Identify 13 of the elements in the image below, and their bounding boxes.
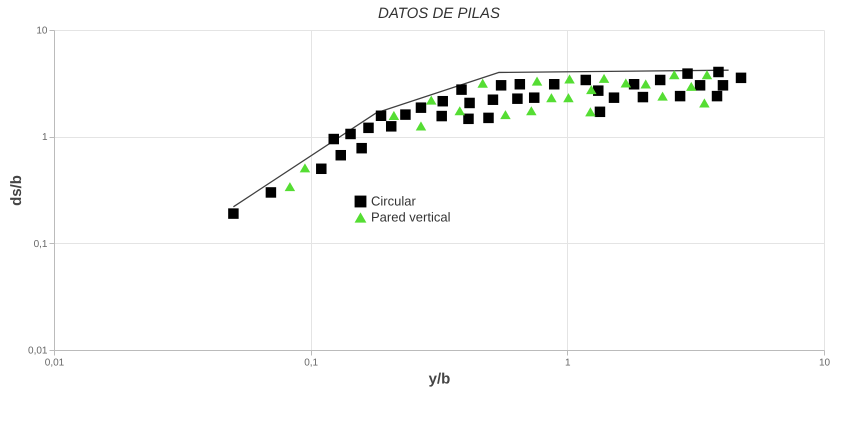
chart-title: DATOS DE PILAS	[378, 5, 500, 22]
x-tick-label: 1	[565, 358, 572, 368]
x-tick-label: 0,01	[44, 358, 65, 368]
legend-label: Circular	[371, 194, 416, 208]
legend-label: Pared vertical	[371, 210, 451, 224]
y-tick-label: 1	[42, 132, 48, 144]
y-tick-label: 0,1	[34, 238, 48, 250]
x-tick-label: 0,1	[304, 358, 319, 368]
x-tick-label: 10	[818, 358, 830, 368]
y-tick-label: 10	[36, 26, 48, 36]
y-tick-label: 0,01	[28, 346, 48, 356]
y-axis-title: ds/b	[8, 175, 26, 206]
x-axis-title: y/b	[428, 370, 450, 388]
